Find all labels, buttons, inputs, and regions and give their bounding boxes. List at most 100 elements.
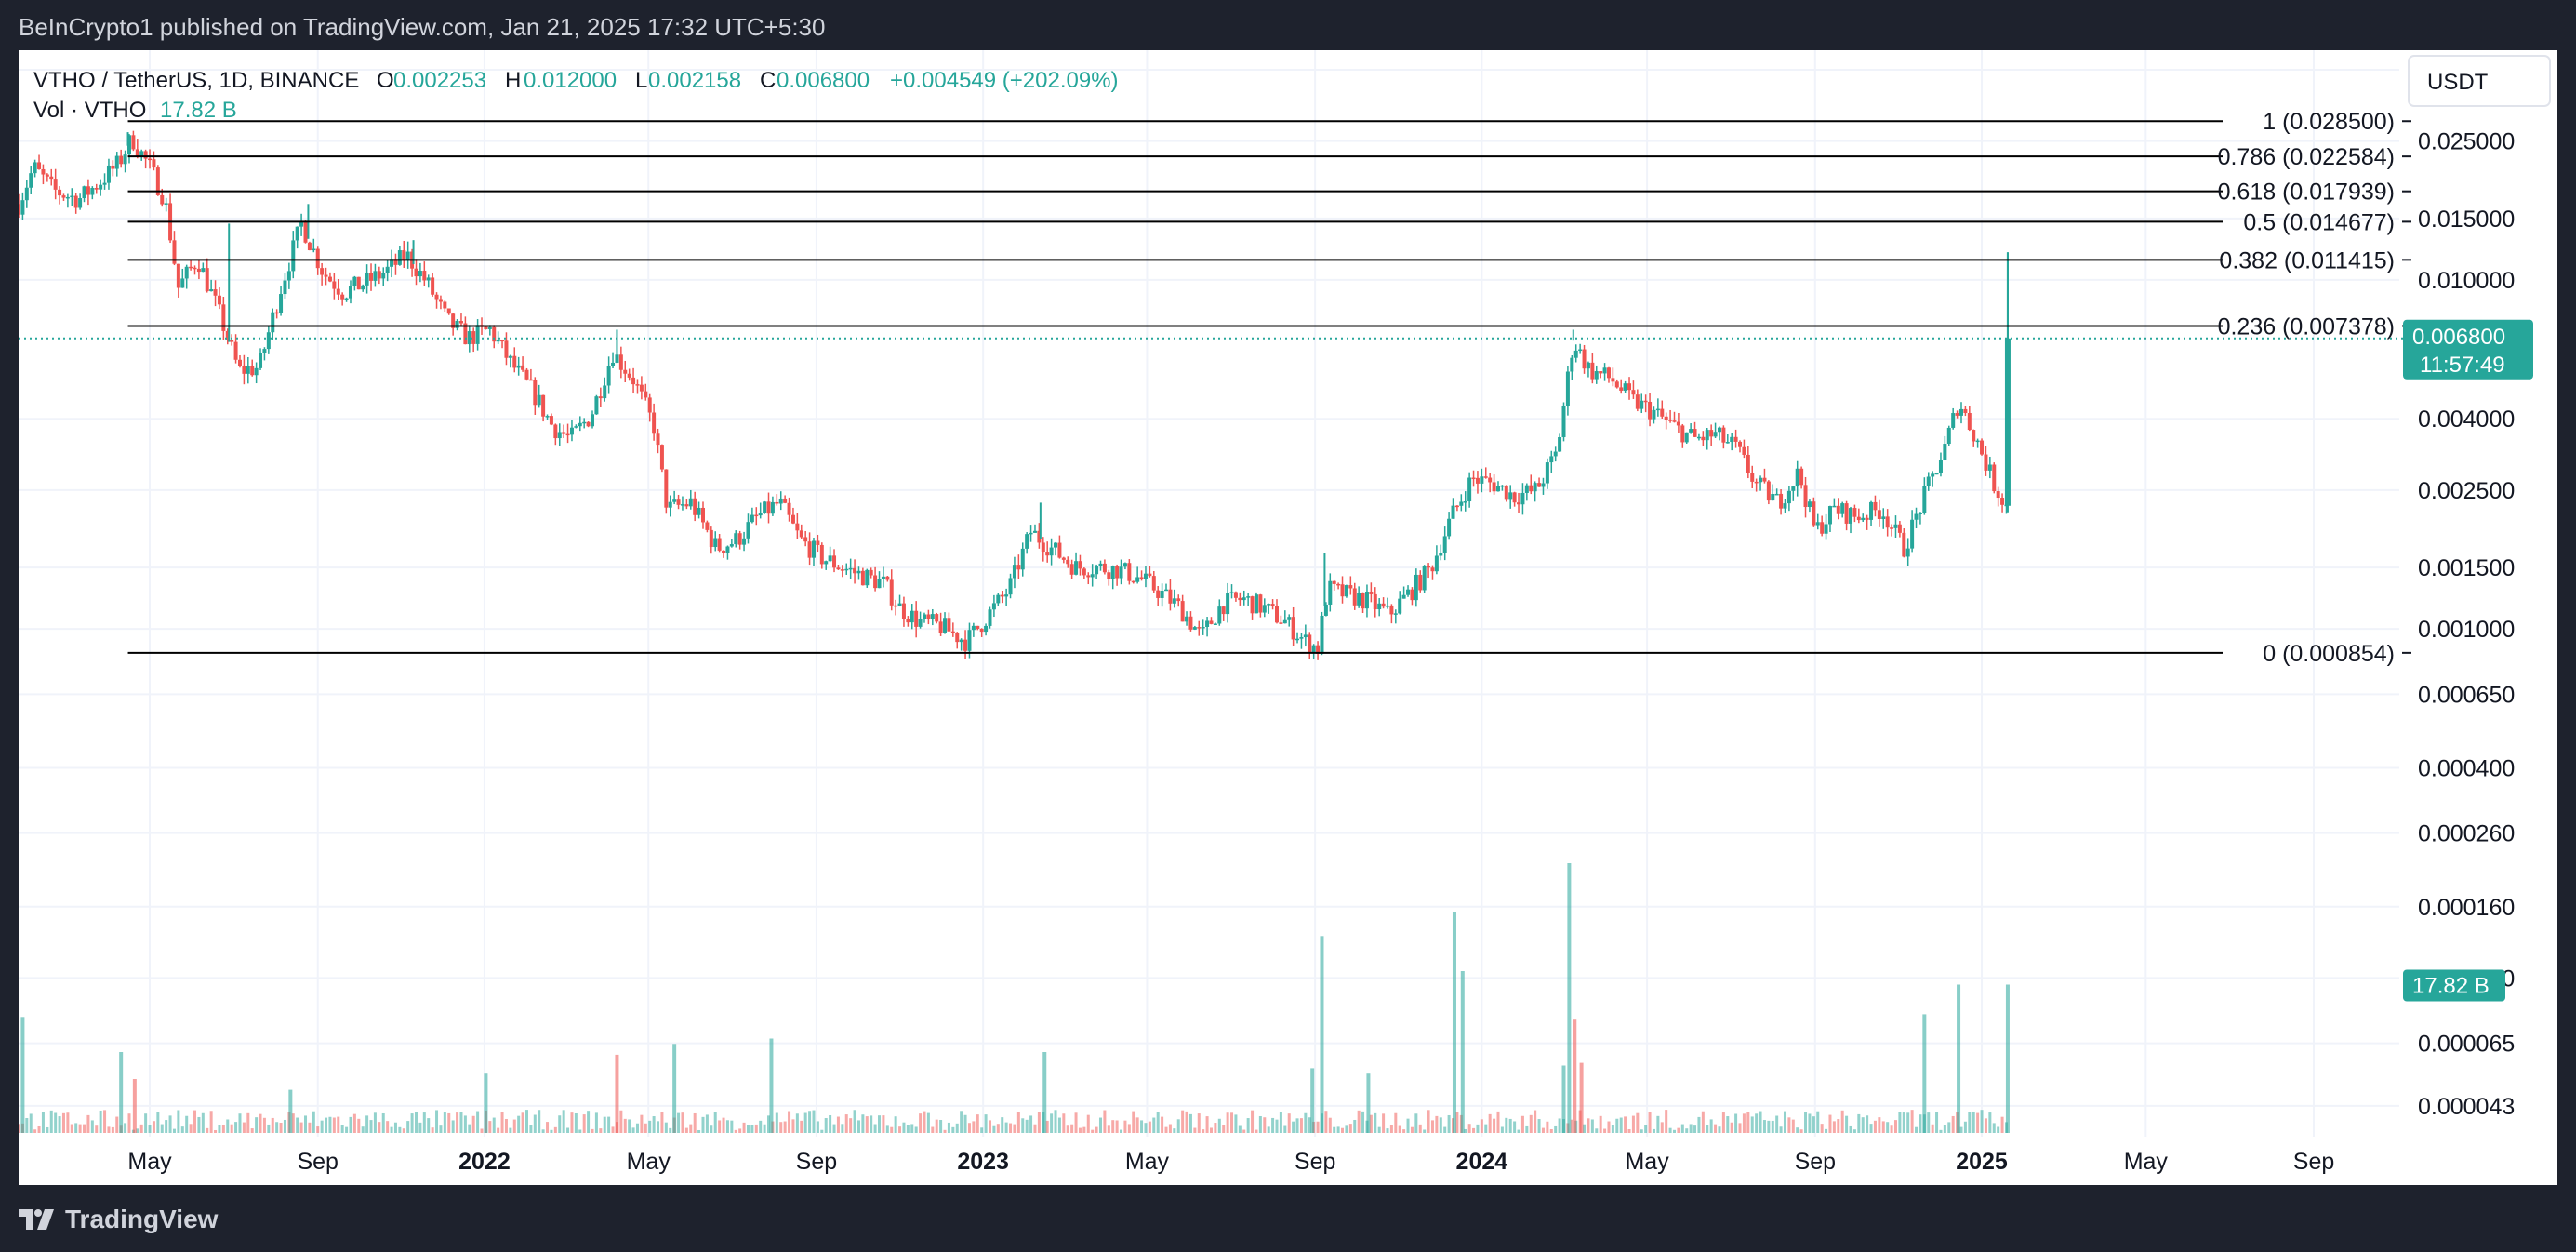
candle-body [1442,536,1447,553]
candle-body [312,248,316,251]
candle-body [237,359,242,366]
candle-body [1016,565,1021,570]
candle-body [352,276,357,286]
volume-bar [1292,1121,1295,1133]
volume-bar [570,1112,574,1133]
volume-bar [1357,1110,1361,1133]
candle-body [397,250,402,265]
volume-bar [435,1110,439,1133]
candle-body [1905,548,1910,557]
candle-body [1873,501,1878,511]
volume-bar [1374,1112,1377,1133]
candle-body [1332,580,1336,584]
volume-bar [2000,1116,2004,1133]
chart-panel[interactable]: 1 (0.028500) 0.786 (0.022584) 0.618 (0.017… [19,50,2557,1185]
volume-bar [381,1112,385,1133]
candle-body [1336,583,1341,586]
volume-bar [136,1128,139,1133]
candle-body [422,271,427,281]
candle-body [299,221,304,227]
volume-bar [221,1124,225,1133]
volume-bar [1709,1119,1713,1133]
candle-body [684,504,689,507]
candle-body [603,385,607,399]
chart-svg[interactable]: 1 (0.028500) 0.786 (0.022584) 0.618 (0.017… [19,50,2557,1185]
candle-body [1107,572,1111,579]
volume-bar-spike [1042,1052,1047,1133]
volume-bar [783,1121,787,1133]
volume-bar [517,1115,521,1133]
volume-bar [1427,1110,1430,1133]
candle-body [1492,482,1496,492]
tradingview-logo-text: TradingView [65,1205,219,1233]
candle-body [1946,427,1951,445]
volume-bar [299,1122,303,1133]
volume-bar [1878,1117,1881,1133]
candle-body [196,268,201,273]
candle-body [676,499,681,505]
volume-bar [943,1129,947,1133]
volume-bar [463,1115,467,1133]
volume-bar [1217,1118,1221,1133]
candle-body [623,369,628,374]
volume-bar [139,1124,143,1133]
volume-bar [816,1121,819,1133]
candle-body [1406,589,1411,595]
candle-body [758,513,763,516]
volume-bar [1525,1125,1529,1133]
candle-body [1061,557,1066,560]
volume-bar [788,1111,791,1133]
candle-body [246,366,250,374]
volume-bar [111,1126,114,1133]
price-axis-label: 0.001500 [2418,555,2515,581]
volume-bar [107,1126,111,1133]
candle-body [1127,563,1132,581]
candle-body [938,621,943,633]
candle-body [881,576,885,579]
candle-body [1430,567,1435,572]
candle-body [259,353,263,368]
tradingview-logo[interactable]: TradingView [19,1204,218,1235]
volume-bar-spike [132,1079,137,1133]
volume-bar [340,1125,344,1133]
currency-button[interactable] [2408,55,2551,107]
volume-bar [1984,1118,1987,1133]
candle-body [1672,420,1677,422]
candle-body [1541,483,1546,487]
volume-bar [1624,1116,1627,1133]
candle-body [155,167,160,195]
volume-bar [1054,1110,1057,1133]
volume-bar [1541,1127,1545,1133]
volume-bar [1906,1112,1910,1133]
volume-bar-spike [1567,863,1572,1133]
volume-bar [574,1113,578,1133]
candle-body [1640,400,1644,409]
candle-body [1364,592,1369,609]
candle-body [1323,604,1328,616]
volume-bar [1361,1111,1365,1133]
candle-body [458,321,463,324]
candle-body [528,379,533,381]
volume-bar [1209,1127,1213,1133]
candle-body [19,204,20,215]
volume-bar [1493,1118,1496,1133]
candle-body [988,609,992,626]
volume-bar [1837,1119,1840,1133]
volume-bar [713,1112,717,1133]
candle-body [1504,485,1508,500]
candle-body [1865,517,1869,520]
candle-body [1463,501,1467,503]
volume-bar [275,1122,279,1133]
candle-body [1943,444,1947,460]
volume-bar [1430,1120,1434,1133]
volume-bar [1947,1122,1951,1133]
volume-bar [127,1113,131,1133]
candle-body [205,268,209,292]
volume-bar [1476,1124,1480,1133]
volume-bar [1251,1110,1255,1133]
candle-body [1172,598,1176,604]
volume-bar [1721,1112,1725,1133]
volume-bar [812,1110,816,1133]
candle-body [1537,483,1542,487]
candle-body [1303,634,1308,638]
